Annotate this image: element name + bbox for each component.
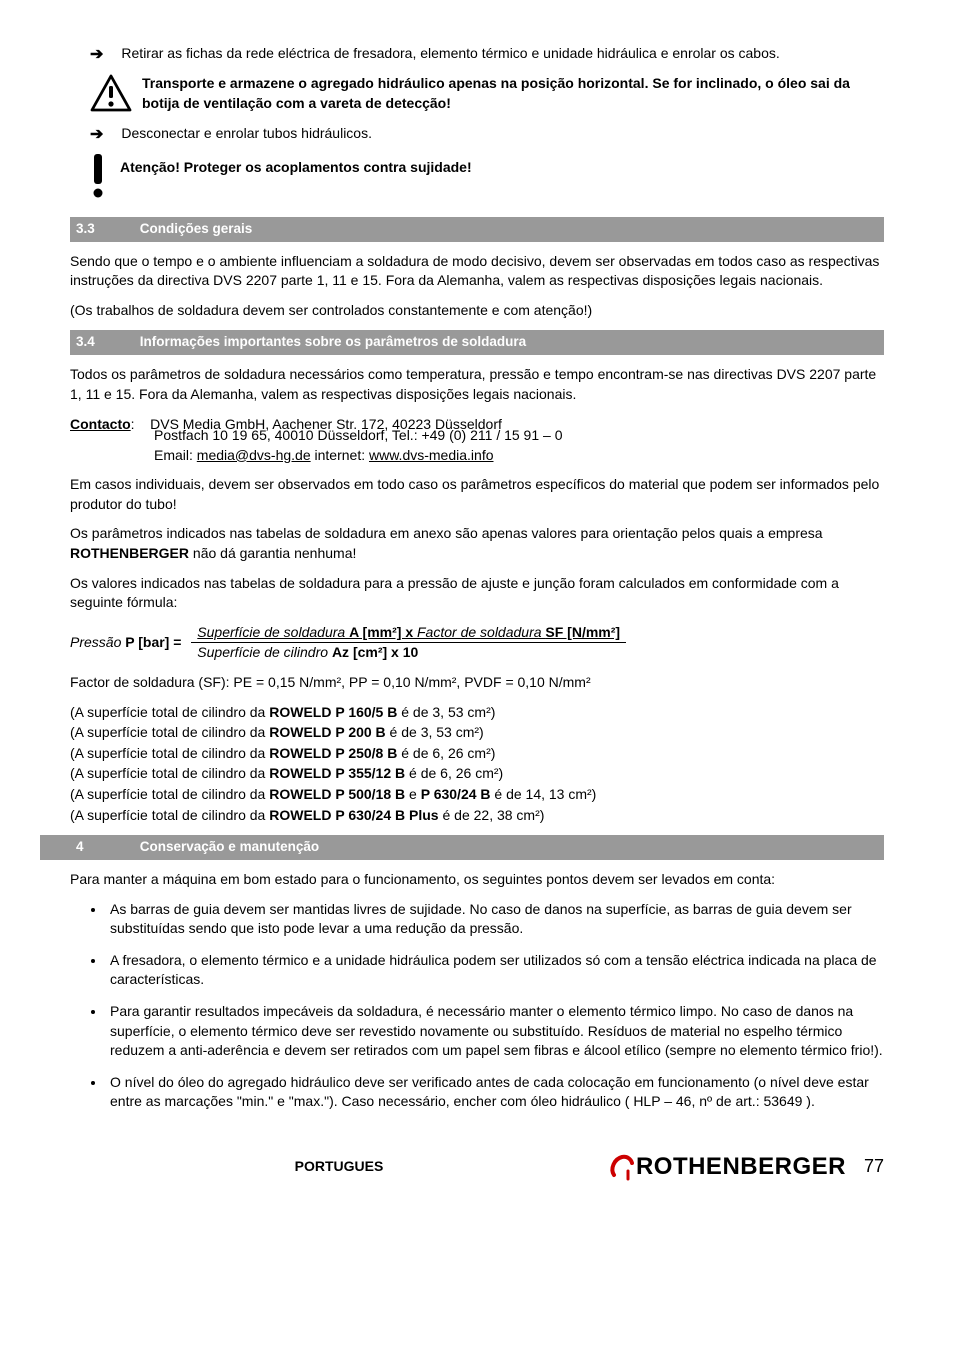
section-title: Informações importantes sobre os parâmet… [140,334,526,349]
arrow-icon: ➔ [90,44,103,66]
section-title: Condições gerais [140,221,253,236]
page-footer: PORTUGUES ROTHENBERGER 77 [70,1142,884,1184]
surface-line: (A superfície total de cilindro da ROWEL… [70,785,884,805]
surface-line: (A superfície total de cilindro da ROWEL… [70,703,884,723]
surface-line: (A superfície total de cilindro da ROWEL… [70,723,884,743]
contact-email[interactable]: media@dvs-hg.de [197,447,311,463]
warning-triangle-icon [90,74,132,118]
bullet-item: As barras de guia devem ser mantidas liv… [106,900,884,939]
section-header-33: 3.3 Condições gerais [70,217,884,242]
section-title: Conservação e manutenção [140,839,319,854]
paragraph: Para manter a máquina em bom estado para… [70,870,884,890]
sf-line: Factor de soldadura (SF): PE = 0,15 N/mm… [70,673,884,693]
step-text: Retirar as fichas da rede eléctrica de f… [121,44,884,64]
formula-denominator: Superfície de cilindro Az [cm²] x 10 [191,643,626,663]
step-text: Desconectar e enrolar tubos hidráulicos. [121,124,884,144]
section-header-4: 4 Conservação e manutenção [40,835,884,860]
formula-numerator: Superfície de soldadura A [mm²] x Factor… [191,623,626,644]
footer-brand-text: ROTHENBERGER [636,1150,846,1184]
footer-language: PORTUGUES [295,1157,384,1177]
bullet-list: As barras de guia devem ser mantidas liv… [88,900,884,1112]
bullet-item: A fresadora, o elemento térmico e a unid… [106,951,884,990]
formula-lhs: Pressão P [bar] = [70,634,185,650]
paragraph: (Os trabalhos de soldadura devem ser con… [70,301,884,321]
section-number: 4 [76,838,136,857]
step-item-1: ➔ Retirar as fichas da rede eléctrica de… [90,44,884,66]
paragraph: Os valores indicados nas tabelas de sold… [70,574,884,613]
paragraph: Em casos individuais, devem ser observad… [70,475,884,514]
page-number: 77 [864,1154,884,1179]
contact-line: Postfach 10 19 65, 40010 Düsseldorf, Tel… [154,426,884,446]
formula-fraction: Superfície de soldadura A [mm²] x Factor… [191,623,626,663]
surface-line: (A superfície total de cilindro da ROWEL… [70,806,884,826]
surface-line: (A superfície total de cilindro da ROWEL… [70,744,884,764]
step-item-2: ➔ Desconectar e enrolar tubos hidráulico… [90,124,884,146]
section-number: 3.3 [76,220,136,239]
brand-name: ROTHENBERGER [70,545,189,561]
footer-brand-block: ROTHENBERGER 77 [608,1150,884,1184]
exclamation-icon [90,154,106,202]
surface-line: (A superfície total de cilindro da ROWEL… [70,764,884,784]
rothenberger-logo: ROTHENBERGER [608,1150,846,1184]
contact-lines: Postfach 10 19 65, 40010 Düsseldorf, Tel… [154,426,884,465]
warning-block-1: Transporte e armazene o agregado hidrául… [90,74,884,118]
arrow-icon: ➔ [90,124,103,146]
bullet-item: O nível do óleo do agregado hidráulico d… [106,1073,884,1112]
bullet-item: Para garantir resultados impecáveis da s… [106,1002,884,1061]
contact-line: Email: media@dvs-hg.de internet: www.dvs… [154,446,884,466]
paragraph: Sendo que o tempo e o ambiente influenci… [70,252,884,291]
attention-text: Atenção! Proteger os acoplamentos contra… [120,154,472,178]
contact-website[interactable]: www.dvs-media.info [369,447,494,463]
section-number: 3.4 [76,333,136,352]
paragraph: Todos os parâmetros de soldadura necessá… [70,365,884,404]
warning-text: Transporte e armazene o agregado hidrául… [142,74,884,113]
paragraph: Os parâmetros indicados nas tabelas de s… [70,524,884,563]
contact-label: Contacto [70,416,131,432]
section-header-34: 3.4 Informações importantes sobre os par… [70,330,884,355]
attention-block: Atenção! Proteger os acoplamentos contra… [90,154,884,202]
formula: Pressão P [bar] = Superfície de soldadur… [70,623,884,663]
